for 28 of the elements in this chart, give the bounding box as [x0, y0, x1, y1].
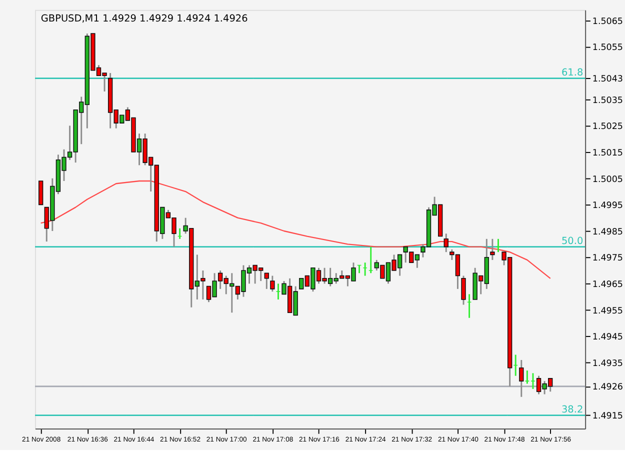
candlestick: [490, 238, 495, 261]
y-tick-label: 1.4935: [592, 359, 624, 370]
y-tick-label: 1.4955: [592, 306, 624, 316]
annotation: 61.8: [562, 67, 584, 78]
candlestick: [519, 359, 524, 398]
y-tick-label: 1.5015: [592, 148, 624, 158]
annotation: 50.0: [562, 236, 584, 247]
candlestick: [461, 275, 466, 306]
line-series: [40, 180, 551, 279]
y-tick-label: 1.4995: [592, 201, 624, 212]
y-tick-label: 1.4926: [592, 382, 624, 393]
y-tick-label: 1.5035: [592, 96, 624, 106]
candlestick: [270, 275, 275, 292]
chart-title: GBPUSD,M1 1.4929 1.4929 1.4924 1.4926: [40, 14, 248, 25]
y-tick-label: 1.4975: [592, 254, 624, 264]
y-tick-label: 1.4915: [592, 412, 624, 422]
candlestick: [264, 272, 269, 290]
y-tick-label: 1.5005: [592, 174, 624, 185]
y-tick-label: 1.4985: [592, 227, 624, 238]
candlestick: [38, 180, 44, 206]
y-tick-label: 1.5025: [592, 122, 624, 132]
y-tick-label: 1.4965: [592, 280, 624, 290]
candlestick: [444, 232, 448, 253]
y-tick-label: 1.4945: [592, 332, 624, 343]
y-tick-label: 1.5043: [592, 74, 624, 85]
y-tick-label: 1.5065: [592, 16, 624, 27]
y-tick-label: 1.5055: [592, 43, 624, 54]
annotation: 38.2: [562, 404, 584, 416]
